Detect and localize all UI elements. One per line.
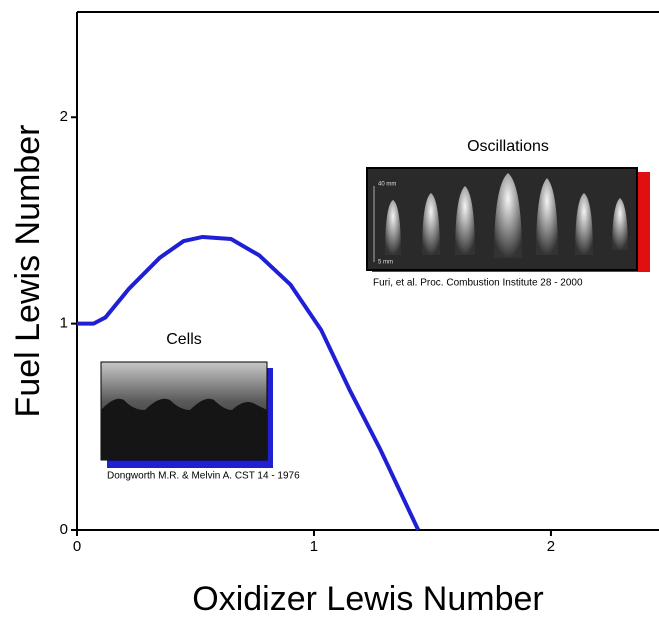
cells-title: Cells [166, 331, 202, 348]
oscillations-citation: Furi, et al. Proc. Combustion Institute … [373, 278, 583, 289]
scale-label: 5 mm [378, 260, 393, 266]
y-tick-label: 1 [60, 315, 68, 332]
cells-photo [100, 361, 273, 468]
oscillations-photo [366, 167, 650, 272]
oscillations-title: Oscillations [467, 138, 549, 155]
y-axis-label: Fuel Lewis Number [9, 125, 47, 418]
x-tick-label: 0 [73, 538, 81, 555]
scale-label: 40 mm [378, 182, 396, 188]
x-axis-label: Oxidizer Lewis Number [192, 580, 543, 618]
line [77, 234, 421, 531]
x-tick-label: 1 [310, 538, 318, 555]
y-tick-label: 0 [60, 521, 68, 538]
x-tick-label: 2 [547, 538, 555, 555]
cells-citation: Dongworth M.R. & Melvin A. CST 14 - 1976 [107, 471, 300, 482]
y-tick-label: 2 [60, 108, 68, 125]
